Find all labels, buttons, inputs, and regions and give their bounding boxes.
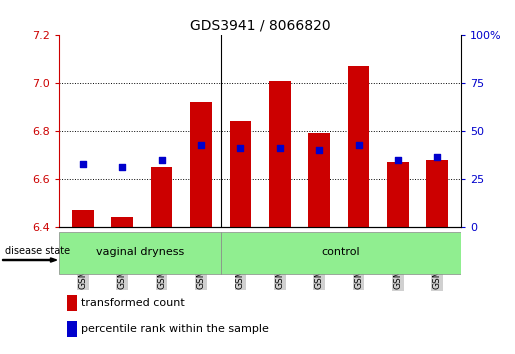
Bar [67,321,77,337]
Bar [348,67,369,227]
FancyBboxPatch shape [221,233,461,274]
Bar [308,133,330,227]
Point [276,145,284,150]
Point [433,154,441,160]
Text: transformed count: transformed count [81,298,185,308]
Text: percentile rank within the sample: percentile rank within the sample [81,324,269,334]
Point [79,161,87,167]
Bar [111,217,133,227]
Bar [72,210,94,227]
Point [158,157,166,162]
Point [394,157,402,162]
Bar [67,295,77,310]
Text: control: control [321,247,360,257]
Point [315,147,323,153]
FancyBboxPatch shape [59,233,221,274]
Bar [151,167,173,227]
Text: vaginal dryness: vaginal dryness [96,247,184,257]
Bar [387,162,409,227]
Bar [230,121,251,227]
Point [236,145,245,150]
Bar [269,81,290,227]
Point [197,142,205,148]
Title: GDS3941 / 8066820: GDS3941 / 8066820 [190,19,331,33]
Point [118,164,126,170]
Bar [190,102,212,227]
Point [354,142,363,148]
Text: disease state: disease state [5,246,70,256]
Bar [426,160,448,227]
